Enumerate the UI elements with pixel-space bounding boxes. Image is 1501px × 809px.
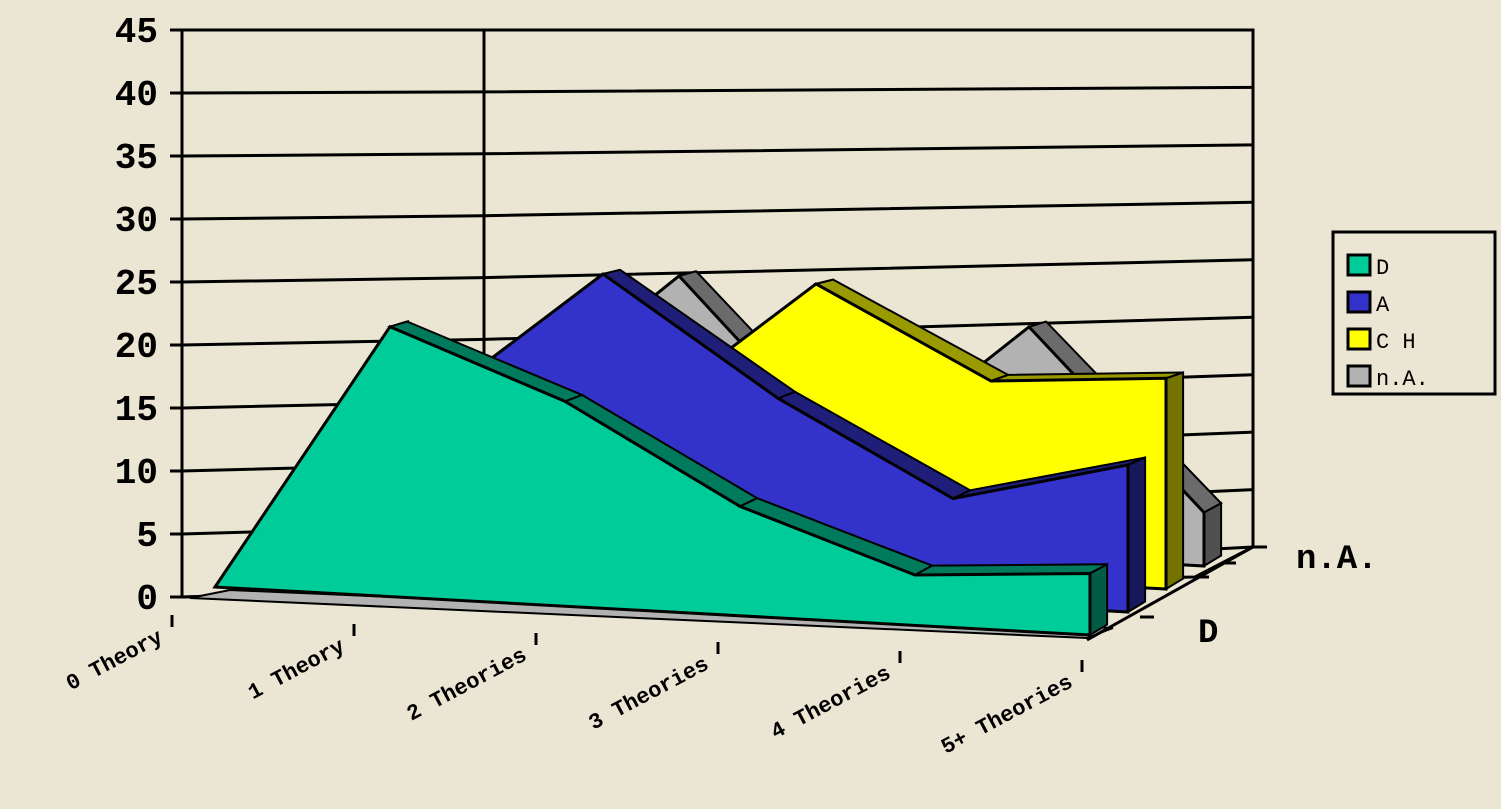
floor-strip <box>189 588 1114 640</box>
x-axis: 0 Theory 1 Theory 2 Theories 3 Theories 4 Th… <box>62 615 1084 760</box>
series-1 <box>212 319 1109 637</box>
depth-label-front: D <box>1198 615 1218 653</box>
chart-floor <box>189 588 1114 640</box>
y-tick-label: 30 <box>115 201 158 242</box>
x-tick-label: 5+ Theories <box>937 670 1077 760</box>
y-tick-label: 5 <box>136 516 158 557</box>
y-tick-label: 10 <box>115 453 158 494</box>
legend-label: C H <box>1376 330 1416 355</box>
legend: DA C H n.A. <box>1331 230 1497 396</box>
gridline <box>181 315 1254 347</box>
x-tick-label: 3 Theories <box>585 652 713 736</box>
legend-swatch <box>1346 327 1372 351</box>
legend-label: A <box>1376 293 1390 318</box>
area-end-cap <box>1127 455 1147 614</box>
legend-label: D <box>1376 256 1389 281</box>
x-tick-label: 1 Theory <box>244 634 349 706</box>
legend-swatch <box>1346 364 1372 388</box>
area-end-cap <box>1089 562 1109 637</box>
y-tick-label: 15 <box>115 390 158 431</box>
area-end-cap <box>1203 501 1223 568</box>
y-tick-label: 20 <box>115 327 158 368</box>
x-tick-label: 0 Theory <box>62 625 167 697</box>
y-tick-label: 25 <box>115 264 158 305</box>
gridline <box>181 200 1254 221</box>
legend-swatch <box>1346 290 1372 314</box>
depth-axis: Dn.A. <box>1086 541 1378 653</box>
legend-swatch <box>1346 253 1372 277</box>
legend-label: n.A. <box>1376 367 1429 392</box>
area-front-face <box>212 324 1092 637</box>
gridline <box>181 85 1254 95</box>
series-layer <box>212 268 1223 637</box>
y-tick-label: 0 <box>136 579 158 620</box>
y-axis: 0 5 10 15 20 25 30 35 40 45 <box>115 12 182 620</box>
depth-label-back: n.A. <box>1296 541 1378 579</box>
x-tick-label: 2 Theories <box>403 643 531 727</box>
x-tick-label: 4 Theories <box>767 661 895 745</box>
area-end-cap <box>1165 371 1185 591</box>
y-tick-label: 45 <box>115 12 158 53</box>
gridline <box>181 258 1254 284</box>
y-tick-label: 40 <box>115 75 158 116</box>
y-tick-label: 35 <box>115 138 158 179</box>
gridline <box>181 143 1254 158</box>
